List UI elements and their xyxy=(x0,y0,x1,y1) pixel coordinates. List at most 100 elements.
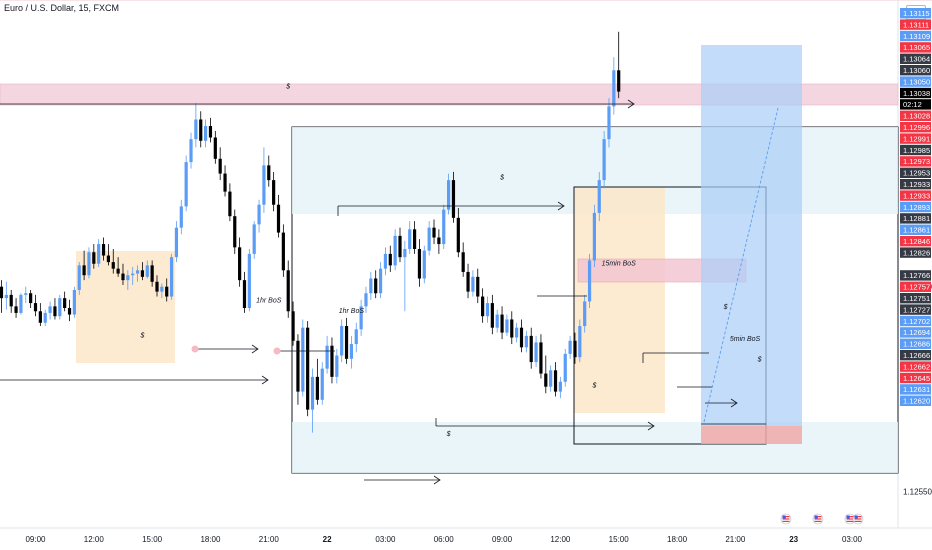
time-tick-label: 18:00 xyxy=(200,535,221,544)
candle xyxy=(442,204,446,249)
candle xyxy=(296,334,300,405)
candle xyxy=(262,147,266,213)
svg-text:1.12645: 1.12645 xyxy=(903,374,930,383)
liquidity-label: $ xyxy=(446,431,451,438)
consolidation-zone-left xyxy=(76,251,175,363)
candle xyxy=(24,286,28,304)
candle xyxy=(267,155,271,187)
candle xyxy=(539,334,543,379)
svg-text:1.12996: 1.12996 xyxy=(903,123,930,132)
candle xyxy=(189,132,193,169)
candle xyxy=(87,247,91,279)
price-tag: 1.13065 xyxy=(900,42,931,53)
candle xyxy=(320,362,324,405)
time-tick-label: 09:00 xyxy=(25,535,46,544)
price-tag: 1.12933 xyxy=(900,190,931,201)
bos-label: 1hr BoS xyxy=(339,308,365,315)
candle xyxy=(116,257,120,277)
svg-text:1.13038: 1.13038 xyxy=(903,89,930,98)
candle xyxy=(456,208,460,258)
time-tick-label: 23 xyxy=(789,535,798,544)
svg-text:1.12550: 1.12550 xyxy=(903,488,932,497)
candle xyxy=(417,239,422,287)
event-flags[interactable] xyxy=(780,513,864,525)
candle xyxy=(106,244,110,266)
price-tag: 1.12550 xyxy=(903,488,932,497)
candle xyxy=(77,262,81,295)
candle xyxy=(199,111,203,148)
svg-text:1.12702: 1.12702 xyxy=(903,317,930,326)
candle xyxy=(349,335,353,369)
candles xyxy=(0,31,621,433)
candle xyxy=(160,283,164,299)
svg-text:1.12751: 1.12751 xyxy=(903,294,930,303)
price-tag: 1.12686 xyxy=(900,338,931,349)
candle xyxy=(242,271,247,313)
price-tag: 1.13109 xyxy=(900,30,931,42)
candle xyxy=(558,376,562,399)
candle xyxy=(213,130,217,164)
svg-text:1.12757: 1.12757 xyxy=(903,283,930,292)
candle xyxy=(412,221,417,254)
candle xyxy=(471,270,475,297)
svg-text:1.13109: 1.13109 xyxy=(903,32,930,41)
us-flag-icon[interactable] xyxy=(780,513,792,525)
svg-text:1.12933: 1.12933 xyxy=(903,191,930,200)
price-tag: 1.12893 xyxy=(900,201,931,213)
candle xyxy=(121,263,125,286)
candle xyxy=(19,293,23,315)
svg-text:1.13060: 1.13060 xyxy=(903,66,930,75)
us-flag-icon[interactable] xyxy=(852,513,864,525)
candle xyxy=(383,247,388,276)
svg-text:1.12631: 1.12631 xyxy=(903,385,930,394)
price-tag: 1.12985 xyxy=(900,144,931,156)
price-tag: 1.12694 xyxy=(900,327,931,338)
time-tick-label: 15:00 xyxy=(609,535,630,544)
price-tag: 1.12631 xyxy=(900,384,931,395)
liquidity-label: $ xyxy=(757,356,762,363)
svg-text:1.12881: 1.12881 xyxy=(903,214,930,223)
position-target-zone-blue xyxy=(701,45,802,426)
candle xyxy=(335,348,339,384)
svg-text:1.12953: 1.12953 xyxy=(903,169,930,178)
candle xyxy=(72,286,76,318)
price-tag: 1.12666 xyxy=(900,350,931,361)
candle xyxy=(544,355,548,394)
svg-text:1.12893: 1.12893 xyxy=(903,203,930,212)
candle xyxy=(276,194,281,238)
candle xyxy=(301,319,305,397)
candle xyxy=(135,265,140,282)
candle xyxy=(524,330,528,353)
time-tick-label: 22 xyxy=(323,535,332,544)
svg-text:1.13065: 1.13065 xyxy=(903,43,930,52)
annotation-labels: $ $1hr BoS 1hr BoS $15min BoS $5min BoS $ $ $ xyxy=(139,83,761,438)
bos-marker-1hr-a xyxy=(191,345,199,353)
candle xyxy=(602,130,606,189)
price-tag: 1.12953 xyxy=(900,167,931,178)
bos-label: 5min BoS xyxy=(730,336,761,343)
price-tag: 1.12881 xyxy=(900,213,931,224)
price-tag: 1.13064 xyxy=(900,53,931,64)
candle xyxy=(364,286,368,313)
svg-text:1.12985: 1.12985 xyxy=(903,146,930,155)
time-axis: 09:00 12:00 15:00 18:00 21:00 22 03:00 06:00 09:… xyxy=(25,535,862,544)
us-flag-icon[interactable] xyxy=(812,513,824,525)
candle xyxy=(184,155,188,212)
candle xyxy=(388,245,392,272)
candle xyxy=(315,358,319,405)
candle xyxy=(393,229,397,271)
svg-text:1.13111: 1.13111 xyxy=(903,20,929,29)
candle xyxy=(573,332,577,364)
candle xyxy=(272,171,276,212)
candle xyxy=(568,335,572,359)
time-tick-label: 18:00 xyxy=(667,535,688,544)
candle xyxy=(48,301,52,320)
price-tag: 1.13115 xyxy=(900,8,931,19)
candle xyxy=(359,299,363,336)
candle xyxy=(233,209,237,254)
candle xyxy=(63,291,67,312)
candle xyxy=(495,309,499,333)
arrowhead xyxy=(433,475,441,485)
candle xyxy=(97,239,101,268)
